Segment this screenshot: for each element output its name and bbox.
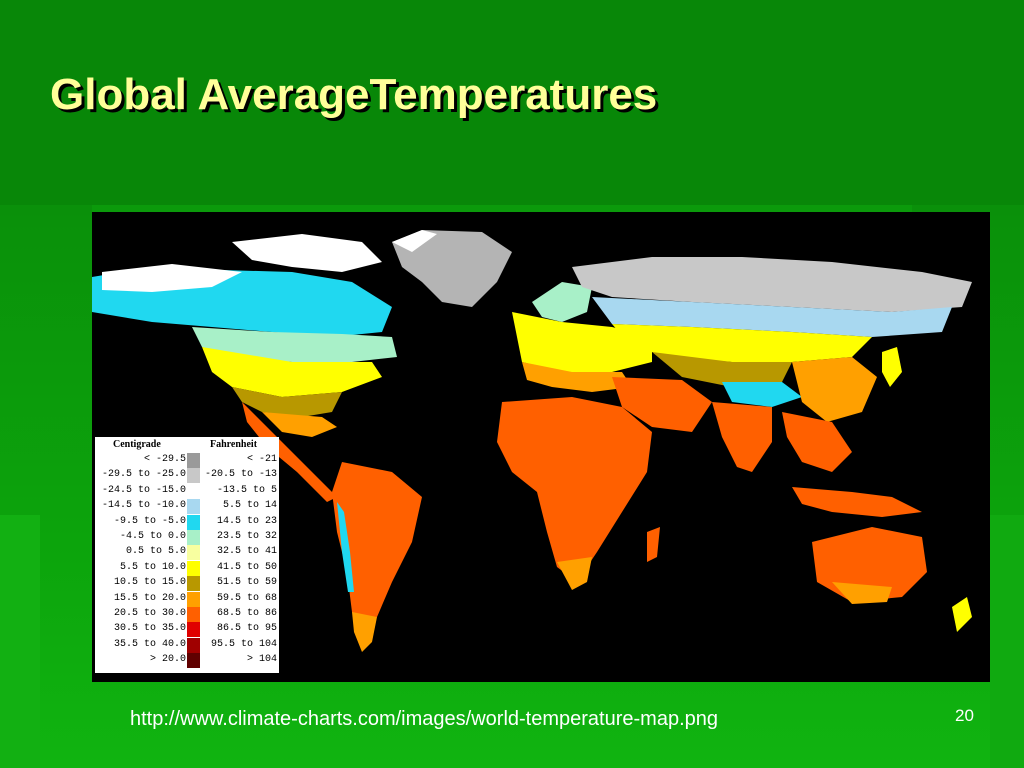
temperature-legend: Centigrade Fahrenheit < -29.5 < -21 -29.5 … <box>95 437 279 673</box>
legend-fahrenheit-range: 51.5 to 59 <box>216 577 277 589</box>
legend-color-swatch <box>187 530 200 545</box>
siberia-mid <box>592 297 952 337</box>
legend-centigrade-range: -24.5 to -15.0 <box>101 484 186 496</box>
legend-centigrade-range: -29.5 to -25.0 <box>101 469 186 481</box>
legend-row: 30.5 to 35.0 86.5 to 95 <box>95 622 279 638</box>
india <box>712 402 772 472</box>
north-america-mid <box>192 327 397 362</box>
legend-centigrade-range: -4.5 to 0.0 <box>119 531 186 542</box>
legend-fahrenheit-range: < -21 <box>246 454 277 465</box>
slide-accent-right <box>990 515 1024 768</box>
legend-color-swatch <box>187 560 200 576</box>
greenland-edge <box>392 230 437 252</box>
legend-header: Centigrade Fahrenheit <box>95 439 279 452</box>
legend-row: -24.5 to -15.0 -13.5 to 5 <box>95 483 279 499</box>
legend-color-swatch <box>187 545 200 561</box>
legend-row: -9.5 to -5.0 14.5 to 23 <box>95 514 279 530</box>
legend-color-swatch <box>187 637 200 653</box>
legend-row: -29.5 to -25.0 -20.5 to -13 <box>95 468 279 484</box>
legend-fahrenheit-range: 95.5 to 104 <box>210 638 277 650</box>
legend-centigrade-range: 20.5 to 30.0 <box>113 608 186 619</box>
europe <box>512 312 652 372</box>
legend-row: -14.5 to -10.0 5.5 to 14 <box>95 499 279 515</box>
south-america-south <box>352 612 377 652</box>
world-map-graphic <box>92 230 972 652</box>
legend-color-swatch <box>187 653 200 669</box>
legend-fahrenheit-range: 86.5 to 95 <box>216 623 277 635</box>
legend-color-swatch <box>187 453 200 468</box>
scandinavia <box>532 282 592 322</box>
legend-centigrade-range: 0.5 to 5.0 <box>125 546 186 558</box>
gulf-states <box>262 412 337 437</box>
central-america <box>242 402 337 502</box>
tibet <box>722 382 802 407</box>
slide-accent-stripe <box>92 205 912 212</box>
legend-color-swatch <box>187 468 200 484</box>
legend-row: -4.5 to 0.0 23.5 to 32 <box>95 530 279 545</box>
source-url: http://www.climate-charts.com/images/wor… <box>130 708 718 730</box>
legend-fahrenheit-range: 41.5 to 50 <box>216 561 277 573</box>
legend-fahrenheit-range: -13.5 to 5 <box>216 484 277 496</box>
legend-centigrade-range: -9.5 to -5.0 <box>113 515 186 527</box>
legend-row: 10.5 to 15.0 51.5 to 59 <box>95 576 279 592</box>
madagascar <box>647 527 660 562</box>
legend-row: < -29.5 < -21 <box>95 453 279 468</box>
greenland <box>392 230 512 307</box>
north-america-south <box>232 387 342 417</box>
new-zealand <box>952 597 972 632</box>
legend-color-swatch <box>187 591 200 607</box>
legend-row: 35.5 to 40.0 95.5 to 104 <box>95 637 279 653</box>
legend-centigrade-range: 5.5 to 10.0 <box>119 561 186 573</box>
legend-color-swatch <box>187 607 200 622</box>
legend-centigrade-range: > 20.0 <box>149 654 186 666</box>
africa <box>497 397 652 582</box>
southeast-asia <box>782 412 852 472</box>
central-asia-steppe <box>652 352 792 387</box>
page-number: 20 <box>955 706 974 725</box>
arctic-islands <box>232 234 382 272</box>
slide-title: Global AverageTemperatures <box>50 70 658 119</box>
legend-centigrade-range: 10.5 to 15.0 <box>113 577 186 589</box>
legend-row: 5.5 to 10.0 41.5 to 50 <box>95 560 279 576</box>
legend-centigrade-range: 15.5 to 20.0 <box>113 592 186 604</box>
slide-header-background <box>0 0 1024 210</box>
legend-header-centigrade: Centigrade <box>113 439 161 450</box>
east-asia <box>792 357 877 422</box>
legend-row: > 20.0 > 104 <box>95 653 279 669</box>
legend-centigrade-range: 30.5 to 35.0 <box>113 623 186 635</box>
south-africa <box>557 557 592 590</box>
legend-centigrade-range: 35.5 to 40.0 <box>113 638 186 650</box>
legend-fahrenheit-range: 32.5 to 41 <box>216 546 277 558</box>
europe-south <box>522 362 632 392</box>
legend-row: 0.5 to 5.0 32.5 to 41 <box>95 545 279 561</box>
north-america-temperate <box>202 347 382 397</box>
legend-fahrenheit-range: 23.5 to 32 <box>216 531 277 542</box>
legend-color-swatch <box>187 622 200 638</box>
north-america-tundra <box>102 264 242 292</box>
legend-header-fahrenheit: Fahrenheit <box>210 439 258 450</box>
legend-color-swatch <box>187 514 200 530</box>
middle-east <box>612 377 712 432</box>
legend-color-swatch <box>187 499 200 515</box>
legend-centigrade-range: < -29.5 <box>143 454 186 465</box>
legend-fahrenheit-range: > 104 <box>246 654 277 666</box>
legend-row: 15.5 to 20.0 59.5 to 68 <box>95 591 279 607</box>
south-america <box>332 462 422 632</box>
legend-fahrenheit-range: 14.5 to 23 <box>216 515 277 527</box>
legend-row: 20.5 to 30.0 68.5 to 86 <box>95 607 279 622</box>
australia-south <box>832 582 892 604</box>
legend-color-swatch <box>187 576 200 592</box>
legend-color-swatch <box>187 483 200 499</box>
japan <box>882 347 902 387</box>
siberia-north <box>572 257 972 312</box>
slide-accent-left <box>0 515 40 768</box>
central-asia <box>612 324 872 362</box>
legend-fahrenheit-range: 5.5 to 14 <box>222 500 277 512</box>
legend-fahrenheit-range: -20.5 to -13 <box>204 469 277 481</box>
indonesia <box>792 487 922 517</box>
legend-centigrade-range: -14.5 to -10.0 <box>101 500 186 512</box>
legend-fahrenheit-range: 59.5 to 68 <box>216 592 277 604</box>
andes <box>337 502 354 592</box>
legend-fahrenheit-range: 68.5 to 86 <box>216 608 277 619</box>
